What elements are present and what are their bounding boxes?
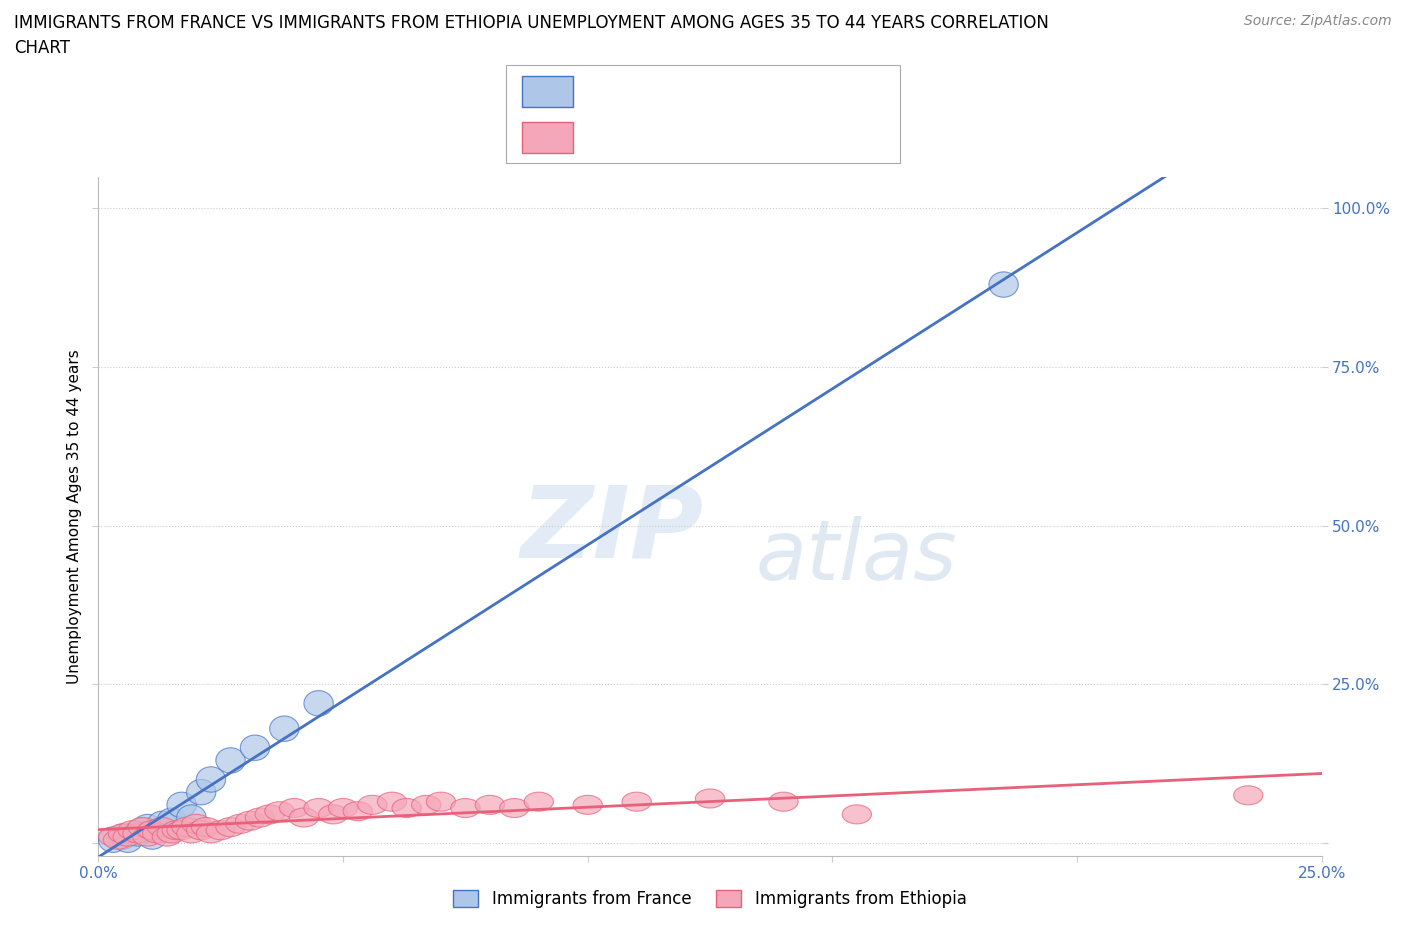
Ellipse shape [319,804,347,824]
Ellipse shape [122,820,152,846]
Ellipse shape [499,799,529,817]
FancyBboxPatch shape [506,65,900,163]
Ellipse shape [270,716,299,741]
Y-axis label: Unemployment Among Ages 35 to 44 years: Unemployment Among Ages 35 to 44 years [66,349,82,684]
Ellipse shape [103,830,132,849]
Ellipse shape [98,827,128,846]
Ellipse shape [177,804,207,830]
Ellipse shape [426,792,456,811]
Ellipse shape [128,817,157,843]
Ellipse shape [769,792,799,811]
Ellipse shape [696,789,724,808]
Ellipse shape [392,799,422,817]
Ellipse shape [108,824,138,849]
Text: atlas: atlas [756,516,957,597]
Ellipse shape [217,817,245,837]
Ellipse shape [475,795,505,815]
Ellipse shape [187,820,217,840]
Ellipse shape [842,804,872,824]
Ellipse shape [148,811,177,837]
Ellipse shape [157,824,187,843]
Ellipse shape [290,808,319,827]
Ellipse shape [167,792,197,817]
Ellipse shape [112,827,142,846]
Ellipse shape [235,811,264,830]
Ellipse shape [207,820,235,840]
Text: R =  0.917: R = 0.917 [589,83,678,100]
Text: Source: ZipAtlas.com: Source: ZipAtlas.com [1244,14,1392,28]
FancyBboxPatch shape [522,76,574,107]
Text: ZIP: ZIP [520,481,703,578]
Ellipse shape [264,802,294,820]
Text: N = 49: N = 49 [742,128,800,146]
Ellipse shape [142,824,172,843]
Text: CHART: CHART [14,39,70,57]
Ellipse shape [172,817,201,837]
Ellipse shape [240,735,270,761]
Ellipse shape [225,815,254,833]
Ellipse shape [148,817,177,837]
Ellipse shape [254,804,284,824]
Ellipse shape [112,827,142,853]
Legend: Immigrants from France, Immigrants from Ethiopia: Immigrants from France, Immigrants from … [447,884,973,915]
Ellipse shape [191,817,221,837]
Ellipse shape [304,691,333,716]
Ellipse shape [187,779,217,804]
Ellipse shape [377,792,406,811]
Ellipse shape [245,808,274,827]
Ellipse shape [304,799,333,817]
Ellipse shape [574,795,602,815]
Ellipse shape [122,824,152,843]
Ellipse shape [988,272,1018,298]
Ellipse shape [412,795,441,815]
Ellipse shape [197,824,225,843]
Ellipse shape [138,820,167,840]
Ellipse shape [98,827,128,853]
Ellipse shape [217,748,245,773]
Ellipse shape [357,795,387,815]
Ellipse shape [152,827,181,846]
Ellipse shape [197,766,225,792]
Text: R =  0.206: R = 0.206 [589,128,678,146]
Ellipse shape [343,802,373,820]
Text: IMMIGRANTS FROM FRANCE VS IMMIGRANTS FROM ETHIOPIA UNEMPLOYMENT AMONG AGES 35 TO: IMMIGRANTS FROM FRANCE VS IMMIGRANTS FRO… [14,14,1049,32]
Ellipse shape [132,827,162,846]
Ellipse shape [157,808,187,833]
Ellipse shape [451,799,479,817]
Ellipse shape [138,824,167,849]
Ellipse shape [162,820,191,840]
Ellipse shape [329,799,357,817]
Ellipse shape [132,815,162,840]
Text: N = 18: N = 18 [742,83,800,100]
Ellipse shape [167,820,197,840]
FancyBboxPatch shape [522,122,574,153]
Ellipse shape [118,820,148,840]
Ellipse shape [280,799,309,817]
Ellipse shape [181,815,211,833]
Ellipse shape [177,824,207,843]
Ellipse shape [108,824,138,843]
Ellipse shape [1233,786,1263,804]
Ellipse shape [524,792,554,811]
Ellipse shape [128,817,157,837]
Ellipse shape [621,792,651,811]
